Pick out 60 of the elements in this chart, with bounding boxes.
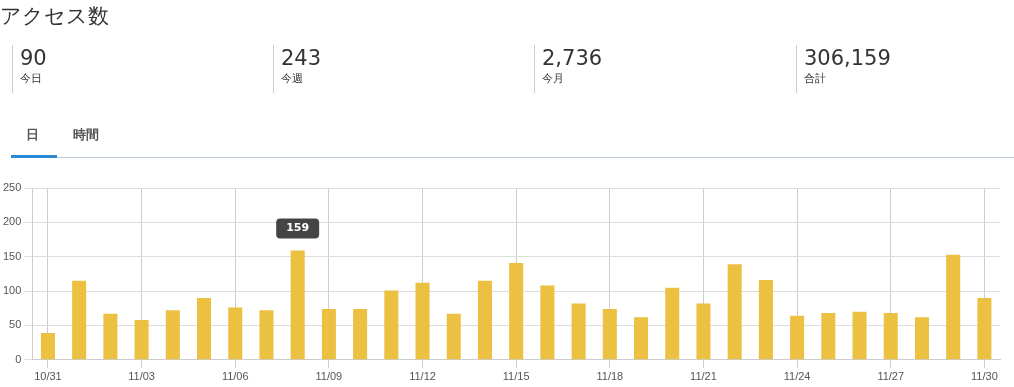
x-tick-label: 11/27 bbox=[877, 370, 905, 383]
y-tick-label: 200 bbox=[2, 215, 22, 228]
text: 今日 bbox=[20, 71, 43, 87]
x-tick-label: 11/03 bbox=[128, 370, 155, 383]
bar bbox=[103, 313, 118, 360]
bar bbox=[914, 317, 929, 360]
x-tick-label: 11/06 bbox=[221, 370, 249, 383]
bar bbox=[540, 285, 555, 360]
bar bbox=[384, 290, 399, 360]
text: アクセス数 bbox=[0, 3, 109, 30]
text: 時間 bbox=[73, 126, 99, 144]
bar bbox=[72, 280, 87, 360]
bar bbox=[134, 319, 149, 360]
bar bbox=[602, 308, 617, 360]
y-tick-label: 50 bbox=[9, 318, 22, 331]
bar bbox=[665, 287, 680, 360]
text: 243 bbox=[281, 45, 322, 71]
x-tick-label: 11/18 bbox=[596, 370, 624, 383]
bar bbox=[477, 280, 492, 360]
bar bbox=[696, 303, 711, 360]
bar bbox=[634, 317, 649, 360]
bar bbox=[415, 282, 430, 360]
bar bbox=[727, 264, 742, 360]
text: 今週 bbox=[281, 71, 304, 87]
y-tick-label: 0 bbox=[15, 352, 22, 365]
data-label: 159 bbox=[286, 221, 310, 235]
bar bbox=[321, 308, 336, 360]
text: 日 bbox=[26, 126, 39, 144]
x-tick-label: 11/30 bbox=[971, 370, 998, 383]
x-tick-label: 11/21 bbox=[690, 370, 717, 383]
bar bbox=[197, 297, 212, 360]
bar bbox=[571, 303, 586, 360]
bar bbox=[946, 254, 961, 360]
text: 90 bbox=[20, 45, 47, 71]
bar bbox=[821, 313, 836, 360]
bar bbox=[165, 310, 180, 360]
bar bbox=[259, 310, 274, 360]
bar bbox=[353, 308, 368, 360]
x-tick-label: 11/09 bbox=[315, 370, 343, 383]
bar bbox=[446, 313, 461, 360]
bar bbox=[290, 250, 305, 360]
text: 306,159 bbox=[804, 45, 891, 71]
bar bbox=[40, 333, 55, 360]
y-tick-label: 100 bbox=[2, 284, 22, 297]
text: 2,736 bbox=[542, 45, 603, 71]
x-tick-label: 10/31 bbox=[34, 370, 62, 383]
bar bbox=[509, 262, 524, 360]
bar bbox=[883, 313, 898, 360]
text: 今月 bbox=[542, 71, 565, 87]
bar bbox=[852, 311, 867, 360]
bar bbox=[790, 315, 805, 360]
y-tick-label: 250 bbox=[2, 181, 22, 194]
x-tick-label: 11/24 bbox=[783, 370, 811, 383]
x-tick-label: 11/12 bbox=[409, 370, 436, 383]
bar bbox=[758, 280, 773, 360]
bar bbox=[228, 307, 243, 360]
x-tick-label: 11/15 bbox=[502, 370, 530, 383]
text: 合計 bbox=[804, 71, 827, 87]
bar bbox=[977, 297, 992, 360]
y-tick-label: 150 bbox=[2, 249, 22, 262]
